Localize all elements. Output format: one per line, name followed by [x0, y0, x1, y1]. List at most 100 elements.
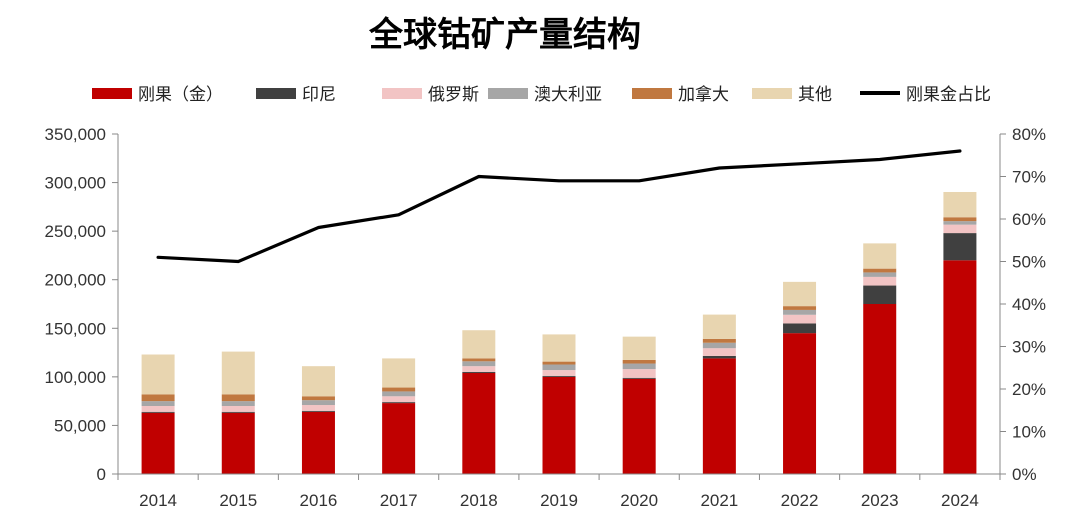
- y2-tick-label: 70%: [1012, 168, 1046, 187]
- bar-2021-series-4: [702, 338, 736, 343]
- bar-2022-series-0: [783, 333, 817, 474]
- bar-2024-series-5: [943, 191, 977, 218]
- bar-2015-series-5: [221, 351, 255, 395]
- x-tick-label: 2016: [300, 491, 338, 510]
- x-tick-label: 2015: [219, 491, 257, 510]
- bar-2023-series-1: [863, 285, 897, 304]
- legend-label-3: 澳大利亚: [534, 85, 602, 105]
- y2-tick-label: 20%: [1012, 380, 1046, 399]
- bar-2021-series-0: [702, 358, 736, 474]
- bar-2021-series-5: [702, 314, 736, 339]
- bar-2020-series-3: [622, 363, 656, 370]
- bar-2015-series-2: [221, 406, 255, 412]
- bar-2018-series-4: [462, 358, 496, 362]
- bar-2023-series-3: [863, 272, 897, 277]
- x-tick-label: 2014: [139, 491, 177, 510]
- y2-tick-label: 10%: [1012, 423, 1046, 442]
- bar-2016-series-5: [301, 366, 335, 397]
- bar-2022-series-1: [783, 323, 817, 334]
- bar-2018-series-2: [462, 366, 496, 372]
- bar-2021-series-1: [702, 355, 736, 359]
- y-tick-label: 350,000: [45, 125, 106, 144]
- bar-2017-series-1: [382, 402, 416, 404]
- bar-2024-series-0: [943, 260, 977, 474]
- bar-2019-series-2: [542, 370, 576, 376]
- bar-2022-series-5: [783, 281, 817, 307]
- bar-2019-series-1: [542, 375, 576, 377]
- y2-tick-label: 30%: [1012, 338, 1046, 357]
- bar-2014-series-5: [141, 354, 175, 395]
- legend-label-1: 印尼: [302, 85, 336, 105]
- legend-swatch-0: [92, 88, 132, 99]
- bar-2017-series-3: [382, 391, 416, 397]
- bar-2023-series-4: [863, 268, 897, 273]
- bar-2024-series-2: [943, 224, 977, 234]
- bar-2019-series-5: [542, 334, 576, 362]
- axes: 0 50,000 100,000 150,000 200,000 250,000 300,0…: [45, 125, 1046, 510]
- bar-2016-series-4: [301, 396, 335, 401]
- bar-2019-series-0: [542, 376, 576, 474]
- bar-2015-series-4: [221, 394, 255, 402]
- x-tick-label: 2018: [460, 491, 498, 510]
- y2-tick-label: 40%: [1012, 295, 1046, 314]
- bar-2024-series-4: [943, 217, 977, 222]
- y-tick-label: 50,000: [54, 416, 106, 435]
- legend-label-6: 刚果金占比: [906, 85, 991, 105]
- bar-2023-series-2: [863, 276, 897, 286]
- y2-tick-label: 0%: [1012, 465, 1037, 484]
- x-tick-label: 2017: [380, 491, 418, 510]
- x-tick-label: 2020: [620, 491, 658, 510]
- y2-tick-label: 50%: [1012, 253, 1046, 272]
- bar-2020-series-5: [622, 336, 656, 360]
- y2-tick-label: 80%: [1012, 125, 1046, 144]
- bar-2016-series-3: [301, 400, 335, 406]
- bar-2020-series-4: [622, 359, 656, 364]
- legend-label-5: 其他: [798, 85, 832, 105]
- legend-swatch-2: [382, 88, 422, 99]
- bar-2024-series-1: [943, 233, 977, 261]
- bar-2015-series-1: [221, 411, 255, 413]
- bar-2014-series-1: [141, 411, 175, 413]
- y-tick-label: 100,000: [45, 368, 106, 387]
- bar-2022-series-3: [783, 309, 817, 315]
- legend-label-4: 加拿大: [678, 84, 729, 105]
- x-tick-label: 2021: [700, 491, 738, 510]
- legend-swatch-1: [256, 88, 296, 99]
- y2-tick-label: 60%: [1012, 210, 1046, 229]
- y-tick-label: 300,000: [45, 174, 106, 193]
- y-tick-label: 150,000: [45, 319, 106, 338]
- legend-swatch-3: [488, 88, 528, 99]
- x-tick-label: 2024: [941, 491, 979, 510]
- share-line: [156, 149, 962, 264]
- bar-2018-series-1: [462, 372, 496, 373]
- bar-2017-series-2: [382, 396, 416, 403]
- bar-2015-series-3: [221, 401, 255, 406]
- bar-2023-series-5: [863, 243, 897, 269]
- bar-2014-series-3: [141, 401, 175, 406]
- bar-2017-series-5: [382, 358, 416, 388]
- bar-2014-series-2: [141, 406, 175, 412]
- bar-2020-series-1: [622, 377, 656, 379]
- legend-label-2: 俄罗斯: [428, 85, 479, 105]
- legend-label-0: 刚果（金）: [138, 85, 223, 105]
- y-tick-label: 200,000: [45, 271, 106, 290]
- bar-2017-series-0: [382, 403, 416, 474]
- x-tick-label: 2019: [540, 491, 578, 510]
- x-tick-label: 2023: [861, 491, 899, 510]
- legend-swatch-4: [632, 88, 672, 99]
- bar-2018-series-0: [462, 372, 496, 474]
- bar-2017-series-4: [382, 387, 416, 392]
- bar-2021-series-2: [702, 348, 736, 356]
- bar-2018-series-5: [462, 330, 496, 359]
- bar-2016-series-0: [301, 411, 335, 474]
- legend: 刚果（金） 印尼 俄罗斯 澳大利亚 加拿大 其他 刚果金占比: [92, 84, 991, 105]
- bar-2018-series-3: [462, 361, 496, 367]
- bar-2022-series-4: [783, 306, 817, 310]
- bar-2016-series-1: [301, 410, 335, 412]
- bar-2014-series-0: [141, 412, 175, 474]
- bar-2014-series-4: [141, 394, 175, 402]
- legend-swatch-5: [752, 88, 792, 99]
- bar-2020-series-0: [622, 378, 656, 474]
- bar-2023-series-0: [863, 304, 897, 474]
